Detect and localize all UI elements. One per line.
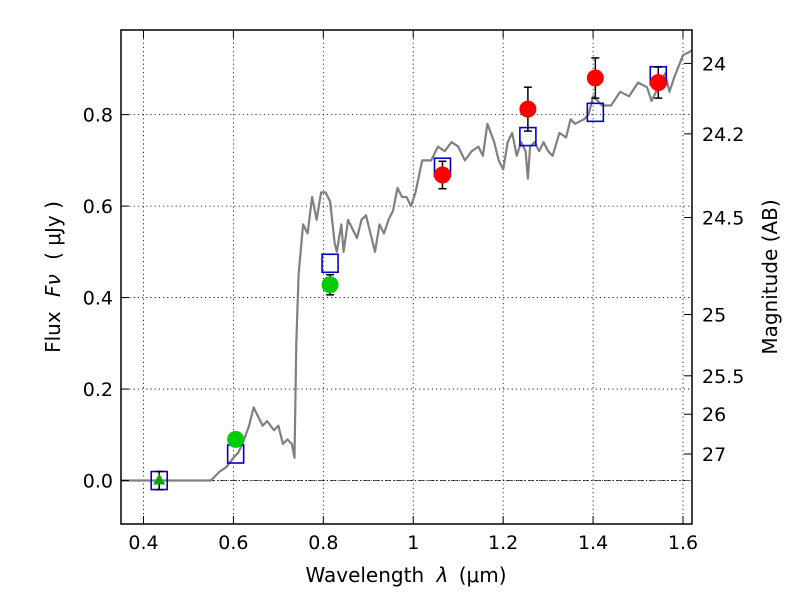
y-tick-label: 0.4 xyxy=(83,288,113,310)
series-layer xyxy=(121,49,693,491)
ticks: 0.4 0.6 0.8 1 1.2 1.4 1.6 0.0 0.2 0.4 0.6 0.8 24 24.2… xyxy=(83,30,744,554)
model-flux-square xyxy=(321,253,339,274)
y-tick-label: 0.6 xyxy=(83,196,113,218)
x-tick-label: 1.6 xyxy=(668,532,698,554)
magnitude-tick-label: 25.5 xyxy=(702,366,744,388)
x-tick-label: 1 xyxy=(407,532,419,554)
magnitude-axis-label: Magnitude (AB) xyxy=(758,199,782,354)
x-tick-label: 1.4 xyxy=(578,532,608,554)
magnitude-tick-label: 24.2 xyxy=(702,124,744,146)
grid xyxy=(121,30,692,524)
photometry-point xyxy=(519,100,537,118)
magnitude-tick-label: 24 xyxy=(702,53,726,75)
sed-curve xyxy=(121,49,693,482)
x-tick-label: 0.4 xyxy=(128,532,158,554)
x-tick-label: 0.6 xyxy=(218,532,248,554)
magnitude-tick-label: 26 xyxy=(702,404,726,426)
upper-limit-marker xyxy=(153,473,166,485)
model-flux-square xyxy=(586,102,605,123)
y-tick-label: 0.0 xyxy=(83,471,113,493)
magnitude-tick-label: 24.5 xyxy=(702,208,744,230)
plot-frame xyxy=(120,29,693,525)
y-tick-label: 0.2 xyxy=(83,379,113,401)
photometry-point xyxy=(433,166,451,184)
magnitude-tick-label: 25 xyxy=(702,305,726,327)
photometry-point xyxy=(321,276,339,294)
y-tick-label: 0.8 xyxy=(83,105,113,127)
x-tick-label: 0.8 xyxy=(308,532,338,554)
x-axis-label: Wavelength λ (μm) xyxy=(305,563,506,587)
photometry-point xyxy=(227,430,245,448)
magnitude-tick-label: 27 xyxy=(702,444,726,466)
photometry-point xyxy=(586,69,604,87)
photometry-point xyxy=(649,74,667,92)
y-axis-label: Flux Fν ( μJy ) xyxy=(41,201,65,353)
x-tick-label: 1.2 xyxy=(488,532,518,554)
